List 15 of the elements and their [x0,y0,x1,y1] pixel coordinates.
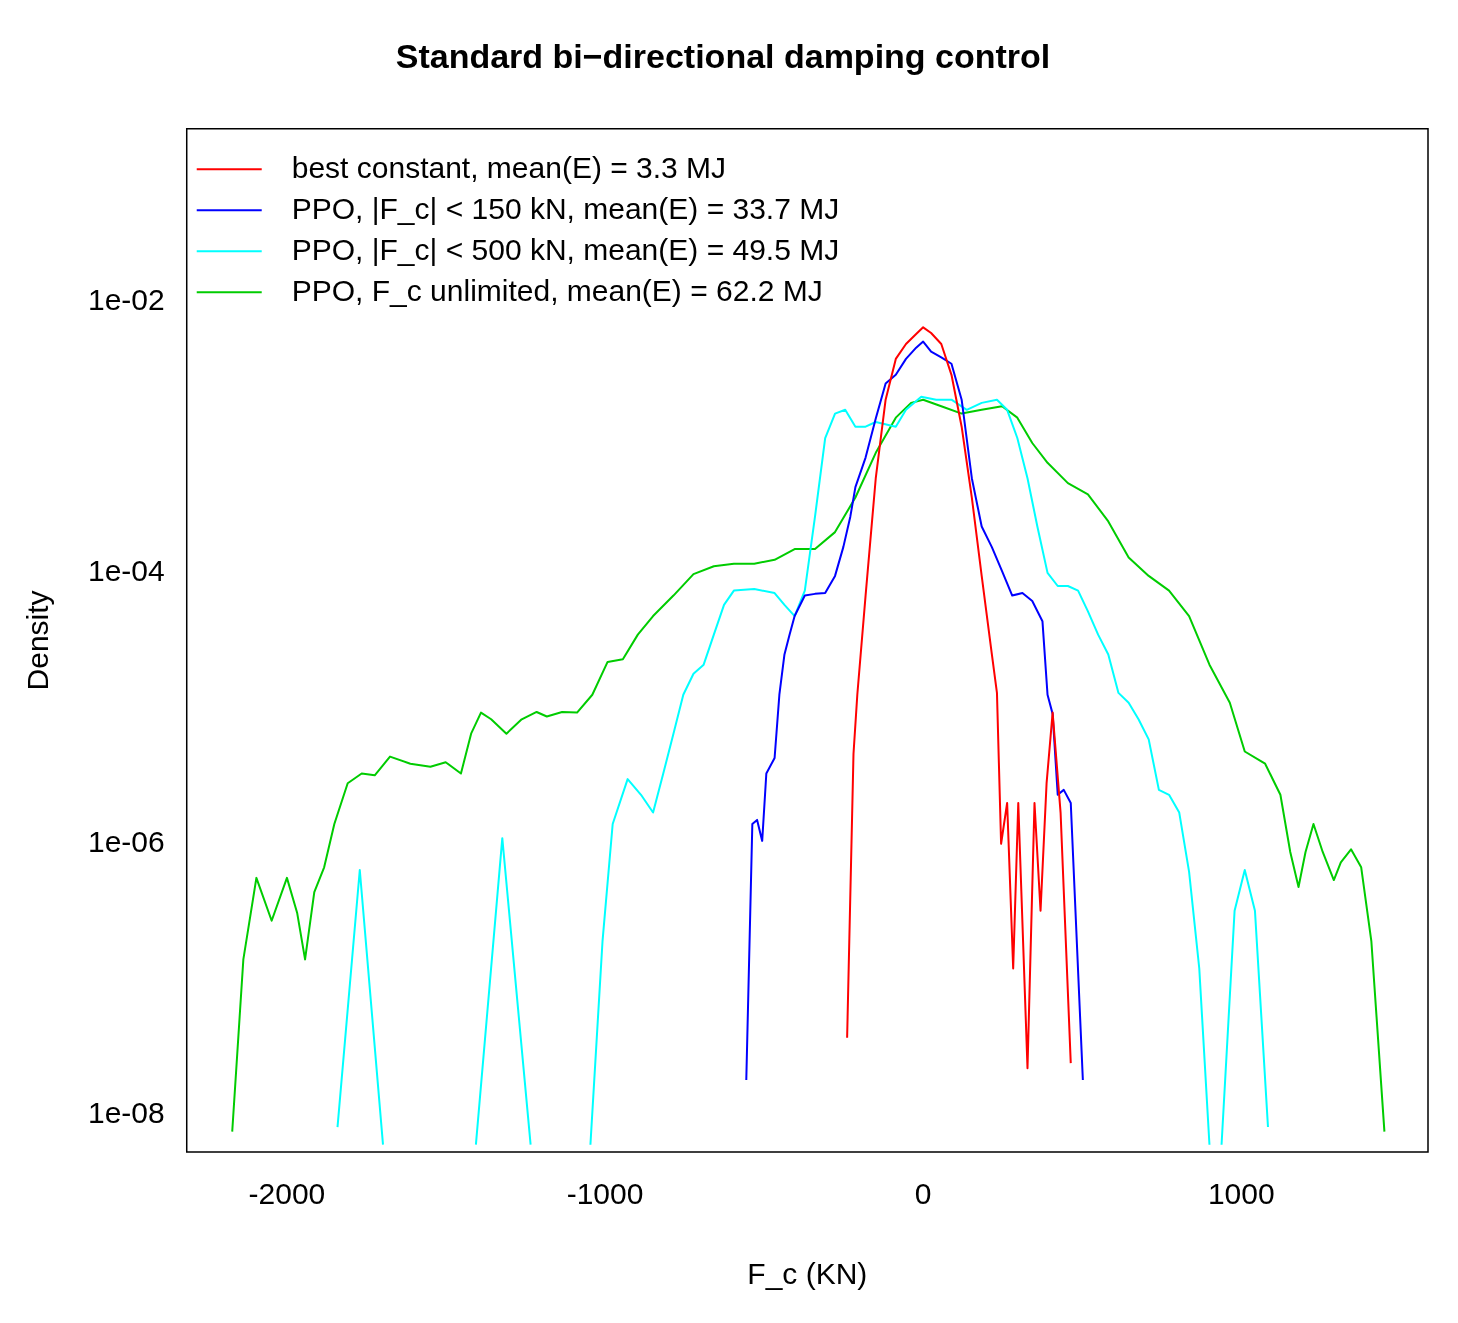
y-tick-label: 1e-06 [87,825,165,859]
x-tick-label: 0 [914,1177,932,1211]
y-tick-label: 1e-08 [87,1095,165,1129]
x-tick-label: 1000 [1207,1177,1275,1211]
legend-label: PPO, |F_c| < 150 kN, mean(E) = 33.7 MJ [291,191,840,225]
legend-label: PPO, |F_c| < 500 kN, mean(E) = 49.5 MJ [291,232,840,266]
chart-title: Standard bi−directional damping control [395,36,1051,75]
legend-label: PPO, F_c unlimited, mean(E) = 62.2 MJ [291,273,823,307]
x-axis-title: F_c (KN) [747,1257,868,1291]
y-tick-label: 1e-02 [87,283,165,317]
legend-label: best constant, mean(E) = 3.3 MJ [291,150,727,184]
x-tick-label: -2000 [248,1177,326,1211]
y-tick-label: 1e-04 [87,554,165,588]
y-axis-title: Density [21,590,55,691]
x-tick-label: -1000 [566,1177,644,1211]
